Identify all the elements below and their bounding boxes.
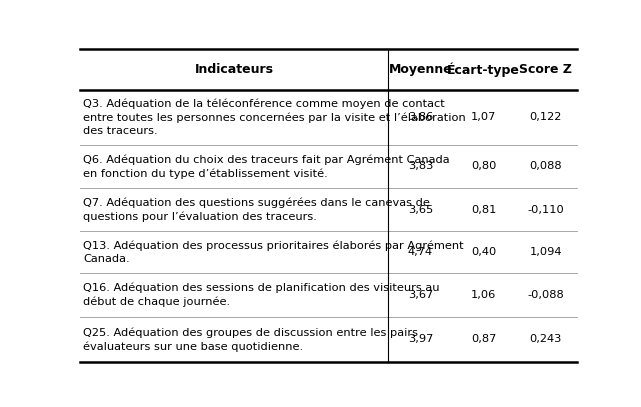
- Text: 0,81: 0,81: [471, 205, 496, 215]
- Bar: [80, 90, 577, 145]
- Bar: [80, 49, 577, 90]
- Text: 0,87: 0,87: [471, 335, 496, 344]
- Text: 4,74: 4,74: [408, 247, 433, 258]
- Text: 0,40: 0,40: [471, 247, 496, 258]
- Text: -0,110: -0,110: [528, 205, 564, 215]
- Bar: [80, 145, 577, 188]
- Bar: [80, 317, 577, 362]
- Text: 1,094: 1,094: [529, 247, 562, 258]
- Text: 3,83: 3,83: [408, 162, 433, 171]
- Text: 1,06: 1,06: [471, 290, 496, 300]
- Text: Q16. Adéquation des sessions de planification des visiteurs au
début de chaque j: Q16. Adéquation des sessions de planific…: [83, 283, 440, 307]
- Text: 0,122: 0,122: [529, 112, 562, 122]
- Text: 3,65: 3,65: [408, 205, 433, 215]
- Text: 3,97: 3,97: [408, 335, 433, 344]
- Text: Écart-type: Écart-type: [447, 62, 520, 77]
- Text: Q3. Adéquation de la téléconférence comme moyen de contact
entre toutes les pers: Q3. Adéquation de la téléconférence comm…: [83, 98, 466, 136]
- Text: 3,86: 3,86: [408, 112, 433, 122]
- Text: 0,80: 0,80: [471, 162, 496, 171]
- Text: 0,243: 0,243: [529, 335, 562, 344]
- Text: 0,088: 0,088: [529, 162, 562, 171]
- Text: Moyenne: Moyenne: [388, 63, 453, 76]
- Text: -0,088: -0,088: [528, 290, 564, 300]
- Text: Q25. Adéquation des groupes de discussion entre les pairs
évaluateurs sur une ba: Q25. Adéquation des groupes de discussio…: [83, 327, 418, 352]
- Text: Indicateurs: Indicateurs: [195, 63, 274, 76]
- Text: Score Z: Score Z: [519, 63, 572, 76]
- Bar: [80, 232, 577, 274]
- Bar: [80, 188, 577, 232]
- Bar: [80, 274, 577, 317]
- Text: 1,07: 1,07: [471, 112, 496, 122]
- Text: 3,67: 3,67: [408, 290, 433, 300]
- Text: Q13. Adéquation des processus prioritaires élaborés par Agrément
Canada.: Q13. Adéquation des processus prioritair…: [83, 241, 463, 264]
- Text: Q7. Adéquation des questions suggérées dans le canevas de
questions pour l’évalu: Q7. Adéquation des questions suggérées d…: [83, 198, 430, 222]
- Text: Q6. Adéquation du choix des traceurs fait par Agrément Canada
en fonction du typ: Q6. Adéquation du choix des traceurs fai…: [83, 154, 450, 179]
